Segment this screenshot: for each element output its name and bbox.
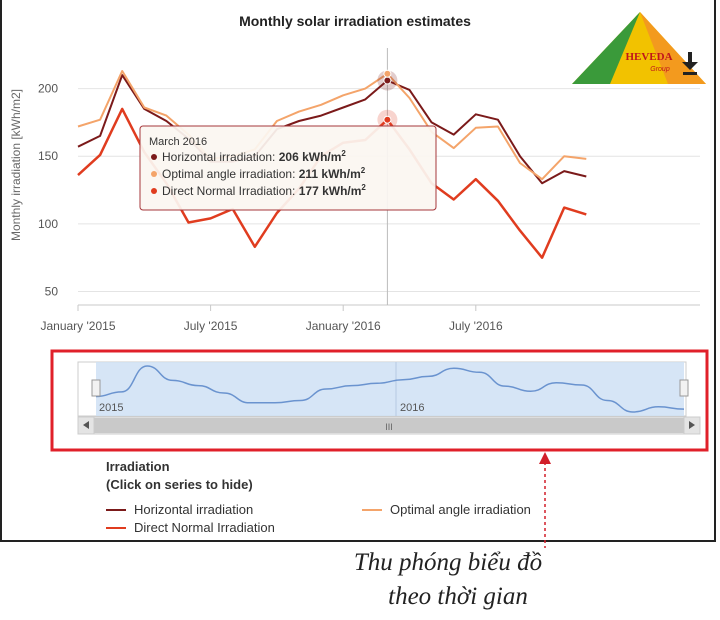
tooltip: March 2016 Horizontal irradiation: 206 k… — [139, 125, 437, 211]
hover-markers — [377, 69, 398, 130]
series-line-0 — [77, 74, 587, 185]
tooltip-row-label-1: Optimal angle irradiation: — [162, 167, 299, 181]
hover-marker-0 — [383, 76, 392, 85]
tooltip-row-label-2: Direct Normal Irradiation: — [162, 184, 299, 198]
legend-title: Irradiation — [106, 459, 170, 474]
legend-item-horizontal[interactable]: Horizontal irradiation — [106, 502, 253, 517]
tooltip-row-1: Optimal angle irradiation: 211 kWh/m2 — [162, 166, 366, 181]
tooltip-row-value-2: 177 kWh/m — [299, 184, 362, 198]
tooltip-row-2: Direct Normal Irradiation: 177 kWh/m2 — [162, 183, 366, 198]
series-line-1 — [77, 70, 587, 181]
tooltip-row-sup-1: 2 — [361, 166, 366, 175]
legend-label-optimal: Optimal angle irradiation — [390, 502, 531, 517]
navigator-series-line — [95, 365, 685, 413]
y-tick-labels: 50 100 150 200 — [38, 82, 58, 299]
download-icon[interactable] — [682, 52, 698, 75]
legend-label-horizontal: Horizontal irradiation — [134, 502, 254, 517]
tooltip-bullet-0 — [151, 154, 157, 160]
tooltip-row-value-1: 211 kWh/m — [299, 167, 361, 181]
navigator-selection[interactable] — [96, 362, 684, 416]
legend-swatch-direct-normal — [106, 526, 126, 529]
y-tick-label-100: 100 — [38, 217, 58, 231]
navigator-label-2015: 2015 — [99, 402, 123, 414]
y-tick-label-50: 50 — [45, 284, 59, 298]
chart-title: Monthly solar irradiation estimates — [239, 13, 471, 29]
tooltip-date: March 2016 — [149, 136, 207, 148]
legend-item-direct-normal[interactable]: Direct Normal Irradiation — [106, 520, 275, 535]
caption-line-1: Thu phóng biểu đồ — [353, 549, 543, 576]
x-tick-label-2: January '2016 — [306, 319, 381, 333]
tooltip-row-sup-0: 2 — [341, 149, 346, 158]
caption-line-2: theo thời gian — [388, 583, 528, 610]
y-axis-label: Monthly irradiation [kWh/m2] — [9, 89, 23, 241]
y-tick-label-200: 200 — [38, 82, 58, 96]
hover-marker-2 — [383, 115, 392, 124]
x-tick-labels: January '2015 July '2015 January '2016 July… — [40, 305, 503, 333]
navigator-left-handle[interactable] — [91, 379, 101, 397]
tooltip-row-label-0: Horizontal irradiation: — [162, 150, 279, 164]
tooltip-box — [139, 125, 437, 211]
scroll-right-arrow-icon — [689, 421, 695, 429]
scroll-left-arrow-icon — [83, 421, 89, 429]
legend-swatch-optimal — [362, 508, 382, 511]
annotation-arrow-head-icon — [539, 452, 551, 464]
x-tick-label-1: July '2015 — [184, 319, 238, 333]
y-tick-label-150: 150 — [38, 149, 58, 163]
tooltip-row-0: Horizontal irradiation: 206 kWh/m2 — [162, 149, 346, 164]
logo-text: HEVEDA — [625, 51, 672, 63]
navigator-label-2016: 2016 — [400, 402, 424, 414]
logo-subtext: Group — [650, 66, 670, 73]
legend-item-optimal[interactable]: Optimal angle irradiation — [362, 502, 531, 517]
legend-swatch-horizontal — [106, 508, 126, 511]
tooltip-bullet-1 — [151, 171, 157, 177]
navigator-right-handle[interactable] — [679, 379, 689, 397]
zoom-highlight-box — [50, 349, 709, 452]
x-tick-label-0: January '2015 — [40, 319, 115, 333]
hover-marker-1 — [383, 69, 392, 78]
legend-label-direct-normal: Direct Normal Irradiation — [134, 520, 275, 535]
tooltip-bullet-2 — [151, 188, 157, 194]
scrollbar-grip: III — [385, 422, 393, 432]
tooltip-row-sup-2: 2 — [361, 183, 366, 192]
scrollbar-thumb[interactable] — [94, 418, 684, 433]
tooltip-row-value-0: 206 kWh/m — [279, 150, 342, 164]
logo-triangle-green — [572, 12, 640, 84]
legend-subtitle: (Click on series to hide) — [106, 477, 253, 492]
x-tick-label-3: July '2016 — [449, 319, 503, 333]
